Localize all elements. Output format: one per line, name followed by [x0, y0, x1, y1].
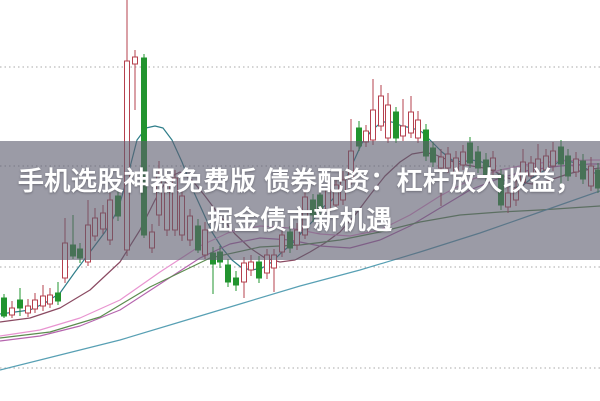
headline-line-2: 掘金债市新机遇 [207, 204, 393, 235]
headline-banner: 手机选股神器免费版 债券配资：杠杆放大收益， 掘金债市新机遇 [0, 141, 600, 260]
headline-line-1: 手机选股神器免费版 债券配资：杠杆放大收益， [17, 165, 583, 196]
